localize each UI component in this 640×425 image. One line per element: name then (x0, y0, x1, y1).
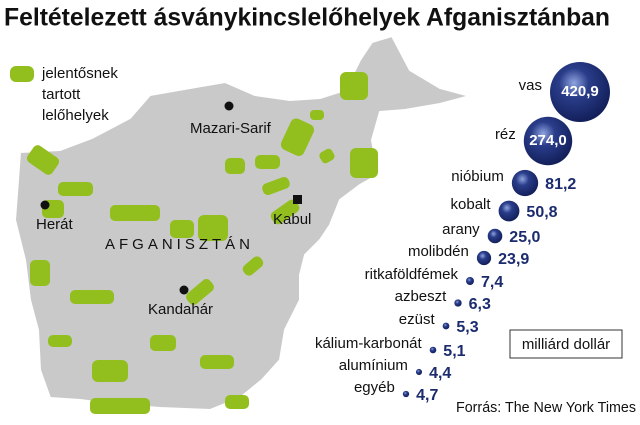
value-label: 7,4 (481, 274, 503, 291)
bubble (550, 62, 610, 122)
value-label: 6,3 (469, 296, 491, 313)
bubble (487, 228, 503, 244)
bubble (454, 299, 462, 307)
map (10, 34, 474, 414)
bubble (442, 322, 450, 330)
chart-title: Feltételezett ásványkincslelőhelyek Afga… (4, 4, 610, 32)
category-label: alumínium (339, 357, 408, 374)
category-label: ezüst (399, 311, 436, 328)
bubble (476, 250, 492, 266)
bubble (429, 346, 437, 354)
legend-text: tartott (42, 86, 81, 103)
bubble (402, 390, 410, 398)
category-label: réz (495, 126, 516, 143)
value-label: 4,4 (429, 365, 451, 382)
category-label: egyéb (354, 379, 395, 396)
city-label: Kandahár (148, 301, 213, 318)
value-label: 274,0 (529, 132, 567, 149)
legend-text: lelőhelyek (42, 107, 109, 124)
value-label: 5,1 (443, 343, 465, 360)
city-label: Mazari-Sarif (190, 120, 272, 137)
source: Forrás: The New York Times (456, 399, 636, 416)
value-label: 23,9 (498, 251, 529, 268)
value-label: 81,2 (545, 176, 576, 193)
bubble (498, 200, 520, 222)
unit-box (509, 329, 623, 359)
value-label: 25,0 (509, 229, 540, 246)
bubble (523, 116, 573, 166)
category-label: arany (442, 221, 480, 238)
value-label: 420,9 (561, 83, 599, 100)
category-label: ritkaföldfémek (365, 266, 459, 283)
category-label: molibdén (408, 243, 469, 260)
legend-text: jelentősnek (41, 65, 118, 82)
city-label: Herát (36, 216, 74, 233)
bubble (415, 368, 423, 376)
category-label: nióbium (451, 168, 504, 185)
country-label: AFGANISZTÁN (105, 236, 254, 253)
value-label: 4,7 (416, 387, 438, 404)
value-label: 50,8 (526, 204, 557, 221)
value-label: 5,3 (456, 319, 478, 336)
bubble (466, 277, 474, 285)
city-label: Kabul (273, 211, 311, 228)
category-label: azbeszt (395, 288, 448, 305)
category-label: vas (519, 77, 542, 94)
category-label: kálium-karbonát (315, 335, 423, 352)
unit-label: milliárd dollár (522, 336, 610, 353)
bubble (511, 169, 539, 197)
category-label: kobalt (451, 196, 492, 213)
